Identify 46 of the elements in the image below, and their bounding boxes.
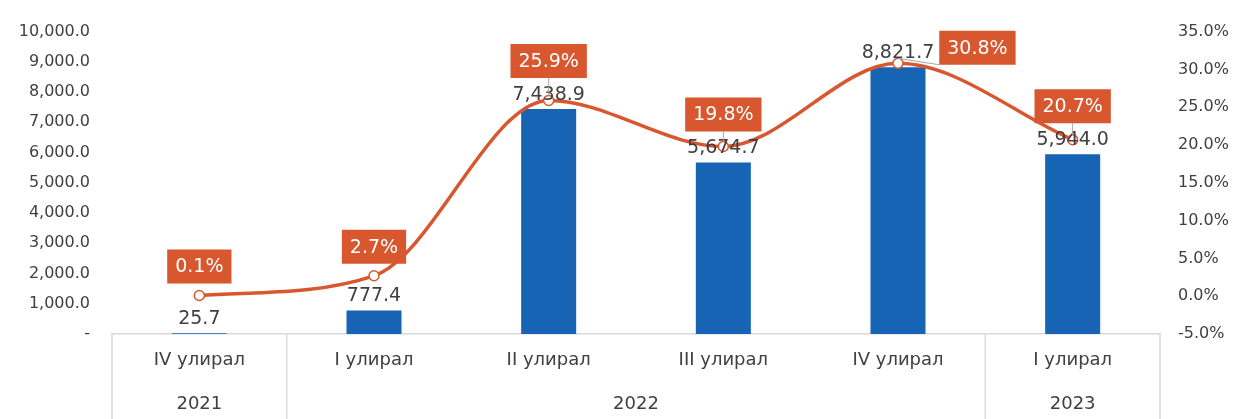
text: 2023 <box>1049 391 1096 413</box>
data-label: 20.7% <box>1042 94 1103 117</box>
bar <box>346 310 402 334</box>
y-tick-label: 2,000.0 <box>28 262 90 282</box>
data-label: 7,438.9 <box>512 82 585 105</box>
data-label: 25.7 <box>178 306 221 329</box>
y-tick-label: - <box>84 323 90 343</box>
y-tick-label: 4,000.0 <box>28 202 90 222</box>
x-tick-label: III улирал <box>678 348 769 370</box>
x-tick-label: I улирал <box>1033 348 1113 370</box>
x-tick-label: I улирал <box>334 348 414 370</box>
data-label: 2.7% <box>349 234 399 257</box>
data-label: 0.1% <box>175 254 224 277</box>
data-label: 777.4 <box>346 283 402 306</box>
y-tick-label: 7,000.0 <box>28 111 90 131</box>
y-tick-label: 3,000.0 <box>28 232 90 252</box>
data-label: 8,821.7 <box>861 40 935 63</box>
bar <box>870 67 926 334</box>
text: 2022 <box>613 391 659 413</box>
point <box>193 289 206 302</box>
x-tick-label: IV улирал <box>852 348 944 370</box>
y-tick-label: 5,000.0 <box>28 171 90 191</box>
data-label: 30.8% <box>947 35 1008 58</box>
data-label: 25.9% <box>518 48 579 71</box>
y2-tick-label: 10.0% <box>1178 209 1229 229</box>
bar <box>695 162 751 334</box>
y2-tick-label: 35.0% <box>1178 20 1229 40</box>
y-tick-label: 6,000.0 <box>28 141 90 161</box>
bar <box>521 109 577 334</box>
y2-tick-label: 25.0% <box>1178 96 1229 116</box>
y2-tick-label: -5.0% <box>1178 323 1225 343</box>
y-tick-label: 8,000.0 <box>28 81 90 101</box>
y-tick-label: 1,000.0 <box>28 292 90 312</box>
y-tick-label: 9,000.0 <box>28 51 90 70</box>
point <box>368 270 380 282</box>
y2-tick-label: 30.0% <box>1178 58 1229 78</box>
y2-tick-label: 5.0% <box>1178 247 1219 267</box>
y-tick-label: 10,000.0 <box>18 20 90 40</box>
bar <box>1045 154 1101 334</box>
y2-tick-label: 20.0% <box>1178 134 1229 154</box>
y2-tick-label: 15.0% <box>1178 171 1229 191</box>
text: 2021 <box>176 391 223 413</box>
y2-tick-label: 0.0% <box>1178 285 1219 305</box>
x-tick-label: IV улирал <box>153 348 245 370</box>
x-tick-label: II улирал <box>506 348 591 370</box>
data-label: 19.8% <box>693 102 754 125</box>
